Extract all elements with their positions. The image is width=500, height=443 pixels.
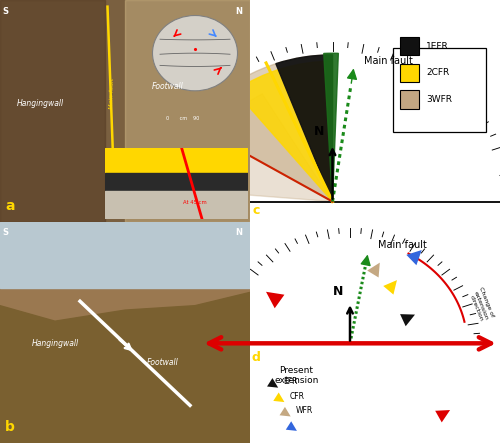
Text: 3WFR: 3WFR [426,95,452,104]
Text: Main fault: Main fault [110,77,116,109]
Bar [400,90,419,109]
Text: N: N [236,7,242,16]
Wedge shape [192,55,332,202]
Text: EFR: EFR [284,377,298,386]
Text: Hangingwall: Hangingwall [32,338,78,348]
Text: Footwall: Footwall [152,82,184,91]
Text: Hangingwall: Hangingwall [16,99,64,109]
FancyBboxPatch shape [392,48,486,132]
Polygon shape [0,292,250,443]
Text: Main fault: Main fault [364,56,413,66]
Text: Present
extension: Present extension [274,366,318,385]
Wedge shape [192,94,332,202]
Bar [400,37,419,55]
Circle shape [152,16,238,91]
Text: Main fault: Main fault [378,240,427,250]
Text: N: N [333,285,343,298]
Bar [400,64,419,82]
Text: N: N [314,125,324,139]
Wedge shape [235,61,332,202]
Polygon shape [125,0,250,222]
Text: d: d [252,351,260,364]
Polygon shape [0,0,250,222]
Text: 2CFR: 2CFR [426,68,450,78]
Text: Change of
extension
direction: Change of extension direction [467,287,494,323]
Wedge shape [324,53,338,202]
Text: CFR: CFR [290,392,305,400]
Text: S: S [2,228,8,237]
Polygon shape [0,0,105,222]
Text: WFR: WFR [296,406,314,415]
Polygon shape [0,222,250,443]
Text: a: a [5,198,15,213]
Text: S: S [2,7,8,16]
Text: Footwall: Footwall [146,358,178,368]
Text: c: c [252,204,260,217]
Text: N: N [236,228,242,237]
Text: b: b [5,420,15,434]
Text: 1EFR: 1EFR [426,42,449,51]
Text: 0       cm    90: 0 cm 90 [166,116,199,120]
Wedge shape [276,55,332,202]
Polygon shape [0,222,250,288]
